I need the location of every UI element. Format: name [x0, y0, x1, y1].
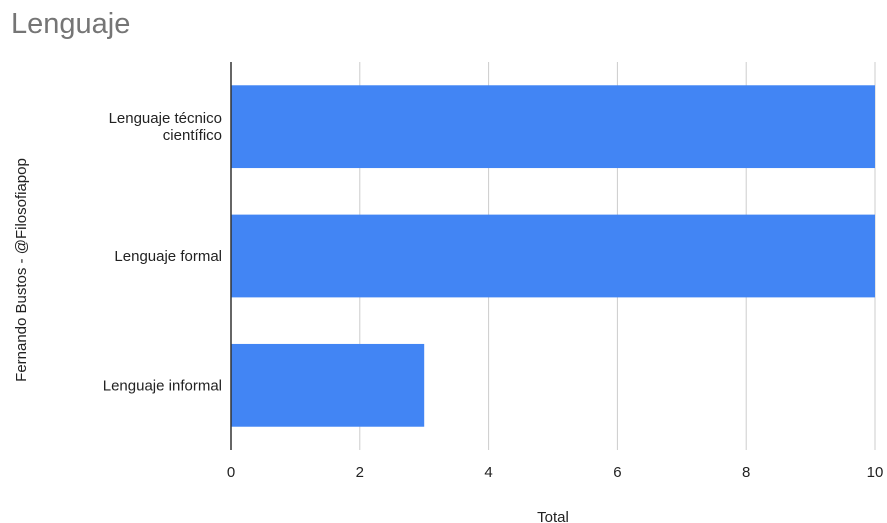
- category-label: Lenguaje técnico científico: [109, 110, 222, 144]
- x-tick-label: 6: [613, 464, 621, 481]
- x-tick-label: 10: [867, 464, 884, 481]
- bar: [231, 85, 875, 169]
- x-tick-label: 2: [356, 464, 364, 481]
- y-axis-title: Fernando Bustos - @Filosofiapop: [13, 158, 30, 382]
- x-tick-label: 0: [227, 464, 235, 481]
- category-labels: Lenguaje técnico científico Lenguaje forma…: [103, 110, 222, 394]
- chart-title: Lenguaje: [11, 8, 131, 40]
- x-tick-label: 4: [484, 464, 492, 481]
- bars: [231, 85, 875, 427]
- category-label: Lenguaje formal: [114, 248, 222, 265]
- bar: [231, 343, 425, 427]
- x-tick-labels: 0 2 4 6 8 10: [227, 464, 884, 481]
- category-label: Lenguaje informal: [103, 377, 222, 394]
- x-axis-title: Total: [537, 509, 569, 523]
- bar: [231, 214, 875, 298]
- x-tick-label: 8: [742, 464, 750, 481]
